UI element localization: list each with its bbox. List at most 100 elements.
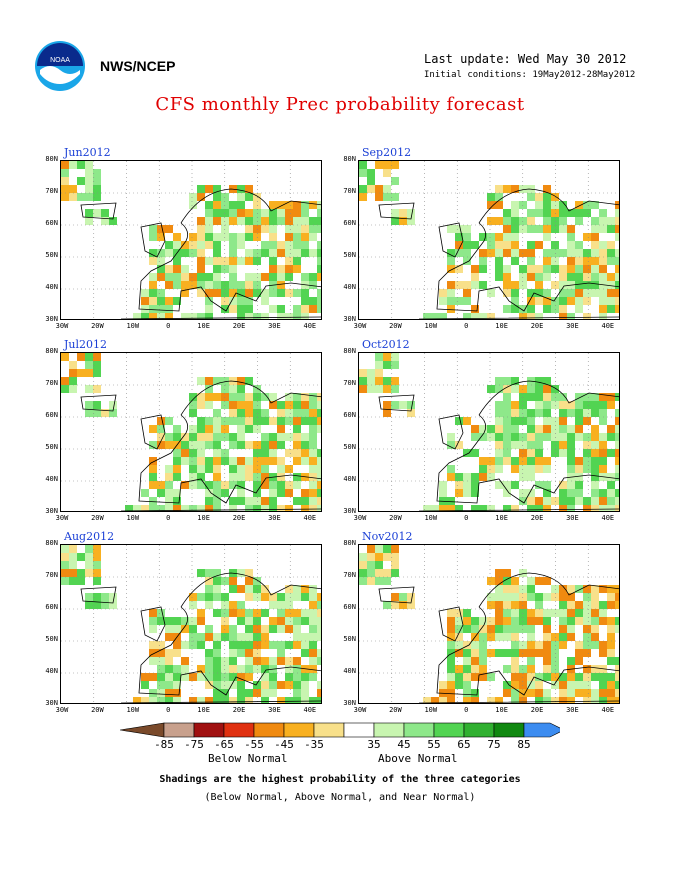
longitude-label: 30W: [55, 322, 69, 330]
forecast-panel: Jul2012 80N 70N 60N 50N 40N 30N 30W 20W 10W 0 10E 20…: [45, 338, 322, 538]
longitude-label: 30E: [566, 322, 579, 330]
longitude-label: 10W: [424, 514, 438, 522]
latitude-label: 40N: [45, 475, 58, 483]
latitude-label: 30N: [45, 315, 58, 323]
longitude-label: 40E: [303, 514, 317, 522]
forecast-panel: Nov2012 80N 70N 60N 50N 40N 30N 30W 20W 10W 0 10E 20…: [343, 530, 620, 730]
panel-month-label: Sep2012: [362, 146, 412, 159]
longitude-label: 30E: [268, 706, 281, 714]
colorbar-tick-label: 85: [517, 738, 531, 751]
colorbar-segment: [283, 722, 315, 738]
colorbar-tick-label: -65: [214, 738, 234, 751]
longitude-label: 30W: [353, 706, 367, 714]
colorbar-segment: [313, 722, 345, 738]
longitude-label: 10E: [197, 514, 210, 522]
probability-map: [60, 544, 322, 704]
longitude-label: 20E: [232, 706, 246, 714]
longitude-label: 20W: [389, 706, 402, 714]
colorbar-tick-label: -75: [184, 738, 204, 751]
colorbar-segment: [163, 722, 195, 738]
latitude-label: 40N: [343, 475, 356, 483]
latitude-label: 60N: [45, 411, 58, 419]
latitude-label: 80N: [45, 347, 58, 355]
latitude-label: 30N: [343, 507, 356, 515]
colorbar-segment: [433, 722, 465, 738]
latitude-label: 70N: [343, 571, 356, 579]
latitude-label: 50N: [45, 635, 58, 643]
latitude-label: 70N: [343, 187, 356, 195]
longitude-label: 10W: [424, 322, 438, 330]
colorbar-tick-label: 65: [457, 738, 471, 751]
longitude-label: 10E: [495, 706, 508, 714]
longitude-label: 0: [464, 322, 469, 330]
latitude-label: 40N: [343, 283, 356, 291]
above-normal-label: Above Normal: [378, 752, 458, 765]
longitude-label: 20E: [232, 514, 246, 522]
latitude-label: 70N: [45, 379, 58, 387]
agency-label: NWS/NCEP: [100, 58, 176, 74]
forecast-panel: Aug2012 80N 70N 60N 50N 40N 30N 30W 20W 10W 0 10E 20…: [45, 530, 322, 730]
initial-conditions-text: Initial conditions: 19May2012-28May2012: [424, 70, 636, 80]
longitude-label: 10W: [424, 706, 438, 714]
colorbar-segment: [193, 722, 225, 738]
svg-text:NOAA: NOAA: [50, 57, 70, 64]
latitude-label: 30N: [343, 315, 356, 323]
longitude-label: 0: [464, 706, 469, 714]
probability-map: [358, 160, 620, 320]
longitude-label: 20E: [530, 322, 544, 330]
latitude-label: 50N: [343, 251, 356, 259]
longitude-label: 0: [166, 706, 171, 714]
longitude-label: 30E: [268, 514, 281, 522]
panel-month-label: Aug2012: [64, 530, 115, 543]
longitude-label: 40E: [601, 514, 615, 522]
colorbar-segment: [403, 722, 435, 738]
colorbar-segment: [493, 722, 525, 738]
latitude-label: 70N: [45, 571, 58, 579]
latitude-label: 70N: [343, 379, 356, 387]
latitude-label: 80N: [45, 155, 58, 163]
longitude-label: 20W: [91, 514, 104, 522]
colorbar-segment: [253, 722, 285, 738]
longitude-label: 30E: [566, 514, 579, 522]
latitude-label: 30N: [45, 507, 58, 515]
probability-map: [60, 160, 322, 320]
longitude-label: 10W: [126, 322, 140, 330]
forecast-panel: Oct2012 80N 70N 60N 50N 40N 30N 30W 20W 10W 0 10E 20…: [343, 338, 620, 538]
latitude-label: 60N: [45, 219, 58, 227]
noaa-logo: NOAA: [35, 41, 85, 91]
longitude-label: 30E: [268, 322, 281, 330]
longitude-label: 10W: [126, 706, 140, 714]
longitude-label: 40E: [303, 706, 317, 714]
footer-line-2: (Below Normal, Above Normal, and Near No…: [204, 792, 476, 803]
forecast-panel: Jun2012 80N 70N 60N 50N 40N 30N 30W 20W 10W 0 10E 20…: [45, 146, 322, 346]
panel-month-label: Nov2012: [362, 530, 413, 543]
latitude-label: 50N: [45, 443, 58, 451]
longitude-label: 10E: [197, 706, 210, 714]
longitude-label: 40E: [601, 322, 615, 330]
colorbar-tick-label: 35: [367, 738, 381, 751]
latitude-label: 70N: [45, 187, 58, 195]
longitude-label: 0: [166, 514, 171, 522]
longitude-label: 20E: [530, 514, 544, 522]
page-title: CFS monthly Prec probability forecast: [155, 94, 525, 115]
latitude-label: 60N: [343, 411, 356, 419]
colorbar-tick-label: -45: [274, 738, 294, 751]
colorbar-segment: [223, 722, 255, 738]
latitude-label: 60N: [343, 603, 356, 611]
latitude-label: 60N: [45, 603, 58, 611]
longitude-label: 20W: [91, 322, 104, 330]
longitude-label: 10E: [495, 322, 508, 330]
longitude-label: 40E: [601, 706, 615, 714]
latitude-label: 40N: [343, 667, 356, 675]
latitude-label: 50N: [45, 251, 58, 259]
probability-map: [358, 544, 620, 704]
forecast-panel: Sep2012 80N 70N 60N 50N 40N 30N 30W 20W 10W 0 10E 20…: [343, 146, 620, 346]
latitude-label: 80N: [343, 539, 356, 547]
colorbar-tick-label: 45: [397, 738, 411, 751]
longitude-label: 20E: [232, 322, 246, 330]
latitude-label: 80N: [343, 347, 356, 355]
latitude-label: 30N: [45, 699, 58, 707]
panel-month-label: Oct2012: [362, 338, 410, 351]
longitude-label: 0: [464, 514, 469, 522]
longitude-label: 10E: [197, 322, 210, 330]
